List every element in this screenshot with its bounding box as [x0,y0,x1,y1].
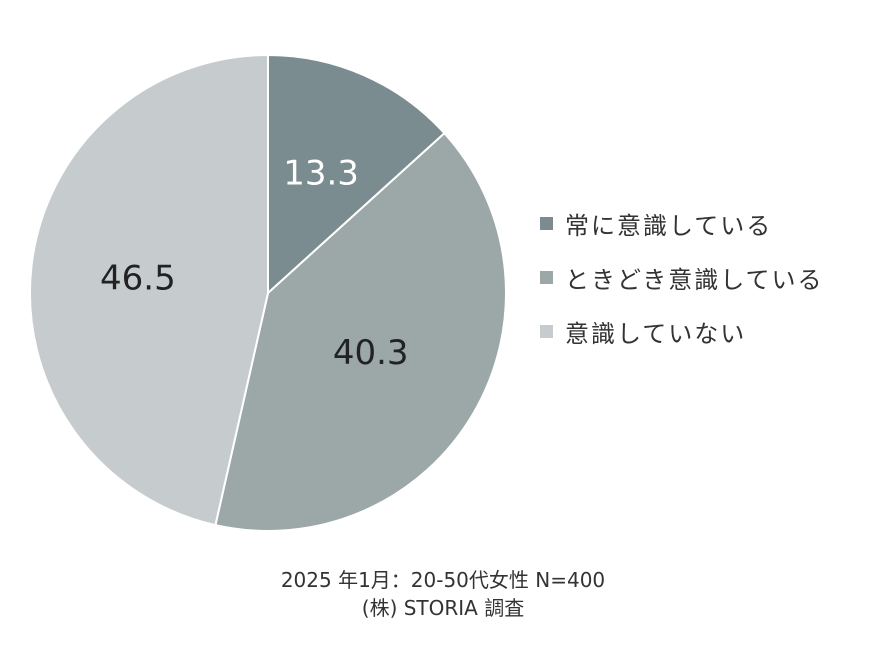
survey-source: (株) STORIA 調査 [361,596,525,620]
pie-value-label-1: 13.3 [283,153,359,193]
legend-item-1: 常に意識している [540,208,824,240]
pie-value-label-2: 40.3 [333,333,409,373]
legend-label: 意識していない [565,319,747,348]
legend-swatch [540,216,553,230]
pie-slice-2 [214,131,507,532]
legend-swatch [540,270,553,284]
legend-item-2: ときどき意識している [540,262,824,294]
legend-label: ときどき意識している [565,265,824,294]
legend-swatch [540,324,553,338]
legend-item-3: 意識していない [540,316,824,348]
pie-slices [29,53,507,532]
pie-value-labels: 13.3 40.3 46.5 [100,153,409,373]
legend-label: 常に意識している [565,211,773,240]
pie-slice-3 [29,53,269,527]
chart-legend: 常に意識しているときどき意識している 意識していない [540,208,824,370]
survey-caption: 2025 年1月：20-50代女性 N=400 [280,568,606,592]
pie-slice-1 [267,53,446,296]
pie-value-label-3: 46.5 [100,258,176,298]
